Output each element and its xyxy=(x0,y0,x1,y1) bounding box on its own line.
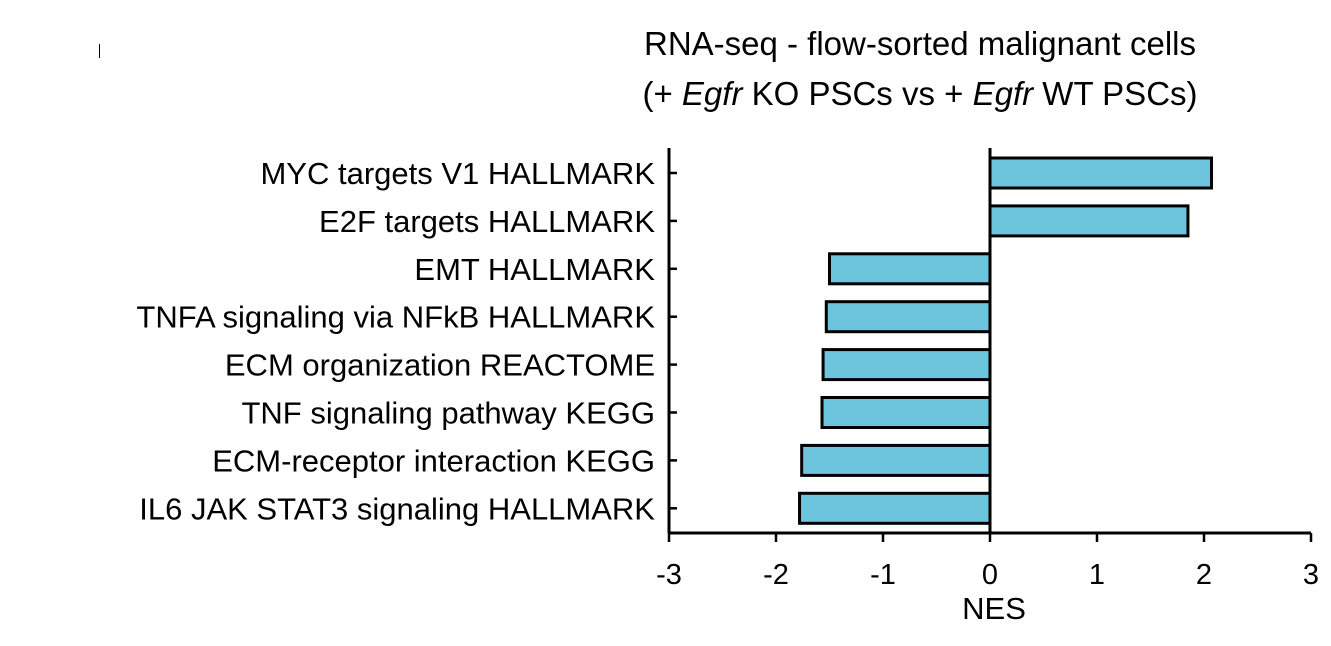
bar-6 xyxy=(800,443,992,477)
bar-2 xyxy=(828,252,992,286)
category-label-3: TNFA signaling via NFkB HALLMARK xyxy=(136,300,655,335)
chart-title-part-4: WT PSCs) xyxy=(1033,75,1198,112)
stray-mark xyxy=(99,44,100,58)
chart-title-line-2: (+ Egfr KO PSCs vs + Egfr WT PSCs) xyxy=(540,74,1300,114)
category-label-6: ECM-receptor interaction KEGG xyxy=(212,443,655,478)
bar-7 xyxy=(798,491,992,525)
x-tick-label-0: -3 xyxy=(656,559,682,591)
chart-title-part-2: KO PSCs vs + xyxy=(742,75,973,112)
bar-5 xyxy=(820,396,992,429)
chart-title-part-0: (+ xyxy=(642,75,682,112)
bar-1 xyxy=(988,204,1190,238)
bar-3 xyxy=(824,300,992,334)
category-label-2: EMT HALLMARK xyxy=(414,252,655,287)
chart-title-part-1: Egfr xyxy=(681,75,743,112)
category-label-5: TNF signaling pathway KEGG xyxy=(241,396,655,431)
category-label-1: E2F targets HALLMARK xyxy=(319,204,655,239)
bar-0 xyxy=(988,156,1213,190)
x-tick-label-3: 0 xyxy=(982,559,998,591)
x-tick-label-2: -1 xyxy=(870,559,896,591)
chart-title-line-1: RNA-seq - flow-sorted malignant cells xyxy=(643,25,1197,62)
x-tick-label-5: 2 xyxy=(1196,559,1212,591)
category-label-0: MYC targets V1 HALLMARK xyxy=(260,156,655,191)
x-tick-label-1: -2 xyxy=(763,559,789,591)
category-label-7: IL6 JAK STAT3 signaling HALLMARK xyxy=(139,491,655,526)
chart-title-part-3: Egfr xyxy=(972,75,1034,112)
bar-4 xyxy=(821,348,992,382)
x-tick-label-6: 3 xyxy=(1303,559,1319,591)
x-tick-label-4: 1 xyxy=(1089,559,1105,591)
x-axis-label: NES xyxy=(962,591,1026,626)
category-label-4: ECM organization REACTOME xyxy=(225,348,655,383)
